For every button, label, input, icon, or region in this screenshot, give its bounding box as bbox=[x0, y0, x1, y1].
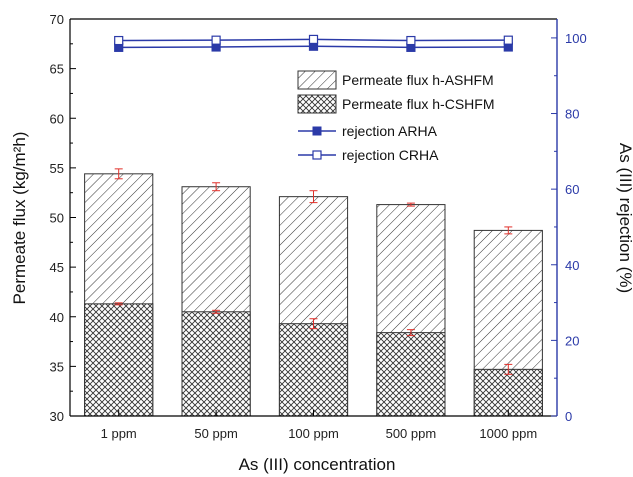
legend-label-crha: rejection CRHA bbox=[342, 147, 439, 163]
bar-cshfm-3 bbox=[278, 323, 349, 417]
y-axis-title: Permeate flux (kg/m²h) bbox=[10, 132, 29, 305]
y-tick-label-55: 55 bbox=[50, 161, 64, 176]
legend-label-cshfm: Permeate flux h-CSHFM bbox=[342, 96, 494, 112]
y-tick-label-50: 50 bbox=[50, 211, 64, 226]
rejection-crha-point-3 bbox=[308, 34, 319, 45]
error-bar-ashfm-3 bbox=[309, 190, 318, 204]
bar-cshfm-2 bbox=[181, 311, 251, 417]
error-bar-ashfm-4 bbox=[406, 202, 415, 207]
rejection-crha-point-5 bbox=[503, 35, 513, 45]
x-tick-label-4: 500 ppm bbox=[386, 426, 437, 441]
legend-label-arha: rejection ARHA bbox=[342, 123, 438, 139]
bar-cshfm-1 bbox=[84, 303, 154, 417]
error-bar-cshfm-3 bbox=[309, 318, 318, 330]
y-right-tick-label-80: 80 bbox=[565, 107, 579, 122]
y-right-tick-label-20: 20 bbox=[565, 333, 579, 348]
x-axis-title: As (III) concentration bbox=[239, 455, 396, 474]
y-tick-label-70: 70 bbox=[50, 12, 64, 27]
legend-label-ashfm: Permeate flux h-ASHFM bbox=[342, 72, 494, 88]
y-tick-label-45: 45 bbox=[50, 260, 64, 275]
legend-swatch-cshfm bbox=[297, 94, 337, 114]
y-right-tick-label-40: 40 bbox=[565, 258, 579, 273]
rejection-crha-point-1 bbox=[114, 35, 124, 46]
y-right-tick-label-0: 0 bbox=[565, 409, 572, 424]
y-tick-label-65: 65 bbox=[50, 62, 64, 77]
y-right-tick-label-100: 100 bbox=[565, 31, 587, 46]
y-tick-label-35: 35 bbox=[50, 359, 64, 374]
error-bar-cshfm-4 bbox=[406, 329, 415, 337]
error-bar-ashfm-5 bbox=[504, 226, 513, 235]
error-bars-layer bbox=[114, 168, 513, 375]
legend: Permeate flux h-ASHFM Permeate flux h-CS… bbox=[297, 70, 494, 163]
error-bar-cshfm-5 bbox=[504, 363, 513, 375]
legend-marker-crha bbox=[312, 150, 322, 160]
rejection-crha-point-4 bbox=[406, 35, 416, 46]
rejection-lines-layer bbox=[114, 34, 513, 52]
y-tick-label-60: 60 bbox=[50, 111, 64, 126]
error-bar-ashfm-2 bbox=[212, 182, 221, 192]
rejection-crha-point-2 bbox=[211, 35, 221, 45]
error-bar-cshfm-1 bbox=[114, 302, 123, 306]
bars-layer bbox=[84, 173, 543, 417]
x-tick-label-5: 1000 ppm bbox=[479, 426, 537, 441]
y-tick-label-30: 30 bbox=[50, 409, 64, 424]
legend-marker-arha bbox=[312, 126, 322, 136]
y-right-tick-label-60: 60 bbox=[565, 182, 579, 197]
bar-cshfm-4 bbox=[376, 332, 446, 417]
x-tick-label-3: 100 ppm bbox=[288, 426, 339, 441]
y-tick-label-40: 40 bbox=[50, 310, 64, 325]
error-bar-ashfm-1 bbox=[114, 168, 123, 180]
error-bar-cshfm-2 bbox=[212, 309, 221, 314]
x-tick-label-2: 50 ppm bbox=[194, 426, 237, 441]
bar-cshfm-5 bbox=[473, 368, 543, 417]
y-right-axis-title: As (III) rejection (%) bbox=[616, 143, 633, 293]
legend-swatch-ashfm bbox=[297, 70, 337, 90]
x-tick-label-1: 1 ppm bbox=[101, 426, 137, 441]
ticks-layer: 30 35 40 45 50 55 60 65 70 0 20 40 60 80 100 1 ppm 50 pp… bbox=[50, 12, 587, 441]
